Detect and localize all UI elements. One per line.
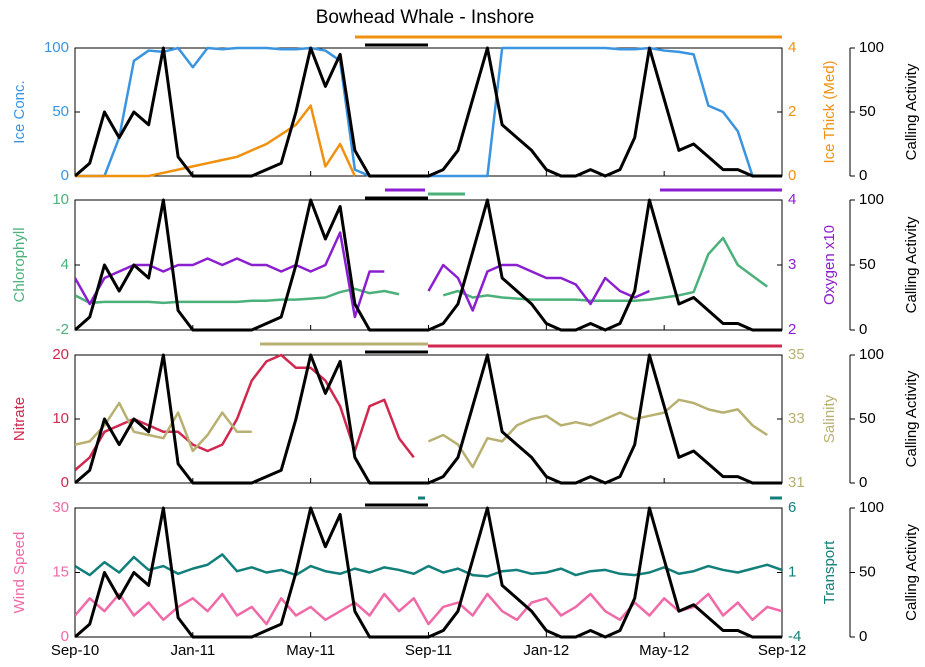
y3-tick-label: 100 bbox=[859, 346, 884, 363]
x-tick-label: Sep-11 bbox=[405, 642, 452, 659]
y3-tick-label: 100 bbox=[859, 39, 884, 56]
y-tick-label: 0 bbox=[61, 167, 69, 184]
x-tick-label: Sep-12 bbox=[758, 642, 806, 659]
y3-tick-label: 50 bbox=[859, 256, 876, 273]
y2-tick-label: 1 bbox=[788, 563, 796, 580]
y3-tick-label: 0 bbox=[859, 321, 867, 338]
series-line bbox=[75, 353, 415, 472]
y3-tick-label: 50 bbox=[859, 103, 876, 120]
y3-tick-label: 0 bbox=[859, 474, 867, 491]
y-axis-label: Wind Speed bbox=[11, 532, 28, 614]
y2-tick-label: 4 bbox=[788, 191, 796, 208]
chart-title: Bowhead Whale - Inshore bbox=[316, 7, 535, 28]
y3-tick-label: 0 bbox=[859, 167, 867, 184]
y-axis-label: Ice Conc. bbox=[11, 80, 28, 143]
series-line bbox=[75, 46, 782, 178]
x-tick-label: Jan-12 bbox=[523, 642, 569, 659]
y-tick-label: 10 bbox=[52, 191, 69, 208]
y3-tick-label: 50 bbox=[859, 563, 876, 580]
y3-tick-label: 0 bbox=[859, 628, 867, 645]
series-line bbox=[75, 231, 385, 319]
series-line bbox=[75, 287, 400, 305]
y2-tick-label: 33 bbox=[788, 410, 805, 427]
y3-axis-label: Calling Activity bbox=[903, 370, 920, 467]
x-tick-label: Sep-10 bbox=[51, 642, 99, 659]
plot-frame bbox=[74, 47, 783, 177]
y2-axis-label: Salinity bbox=[821, 394, 838, 443]
y-tick-label: 15 bbox=[52, 563, 69, 580]
y2-tick-label: 35 bbox=[788, 346, 805, 363]
y-tick-label: 30 bbox=[52, 499, 69, 516]
y2-tick-label: 6 bbox=[788, 499, 796, 516]
y2-tick-label: 2 bbox=[788, 321, 796, 338]
y-axis-label: Chlorophyll bbox=[11, 227, 28, 302]
x-tick-label: May-11 bbox=[286, 642, 335, 659]
series-line bbox=[75, 401, 252, 453]
series-line bbox=[75, 198, 782, 332]
y2-tick-label: 4 bbox=[788, 39, 796, 56]
y-axis-label: Nitrate bbox=[11, 397, 28, 441]
y3-axis-label: Calling Activity bbox=[903, 63, 920, 160]
y2-tick-label: 31 bbox=[788, 474, 805, 491]
y-tick-label: 100 bbox=[44, 39, 69, 56]
y3-axis-label: Calling Activity bbox=[903, 216, 920, 313]
y2-tick-label: 3 bbox=[788, 256, 796, 273]
y-tick-label: 20 bbox=[52, 346, 69, 363]
y-tick-label: 4 bbox=[61, 256, 69, 273]
series-line bbox=[75, 46, 782, 178]
significance-bars bbox=[260, 35, 782, 507]
series-line bbox=[428, 398, 768, 469]
series-line bbox=[75, 592, 782, 626]
y3-tick-label: 100 bbox=[859, 499, 884, 516]
series-line bbox=[75, 104, 356, 178]
series-line bbox=[75, 553, 782, 578]
x-tick-label: Jan-11 bbox=[170, 642, 215, 659]
x-tick-label: May-12 bbox=[639, 642, 689, 659]
y2-axis-label: Oxygen x10 bbox=[821, 225, 838, 305]
series-line bbox=[442, 236, 769, 302]
y2-tick-label: -4 bbox=[788, 628, 801, 645]
y3-tick-label: 50 bbox=[859, 410, 876, 427]
y2-axis-label: Transport bbox=[821, 540, 838, 604]
series-line bbox=[75, 353, 782, 485]
y-tick-label: -2 bbox=[56, 321, 69, 338]
y3-tick-label: 100 bbox=[859, 191, 884, 208]
series-line bbox=[75, 506, 782, 639]
series-line bbox=[427, 263, 650, 312]
y2-tick-label: 0 bbox=[788, 167, 796, 184]
y-tick-label: 0 bbox=[61, 628, 69, 645]
y3-axis-label: Calling Activity bbox=[903, 524, 920, 621]
y2-tick-label: 2 bbox=[788, 103, 796, 120]
y-tick-label: 50 bbox=[52, 103, 69, 120]
y-tick-label: 0 bbox=[61, 474, 69, 491]
y-tick-label: 10 bbox=[52, 410, 69, 427]
y2-axis-label: Ice Thick (Med) bbox=[821, 60, 838, 163]
